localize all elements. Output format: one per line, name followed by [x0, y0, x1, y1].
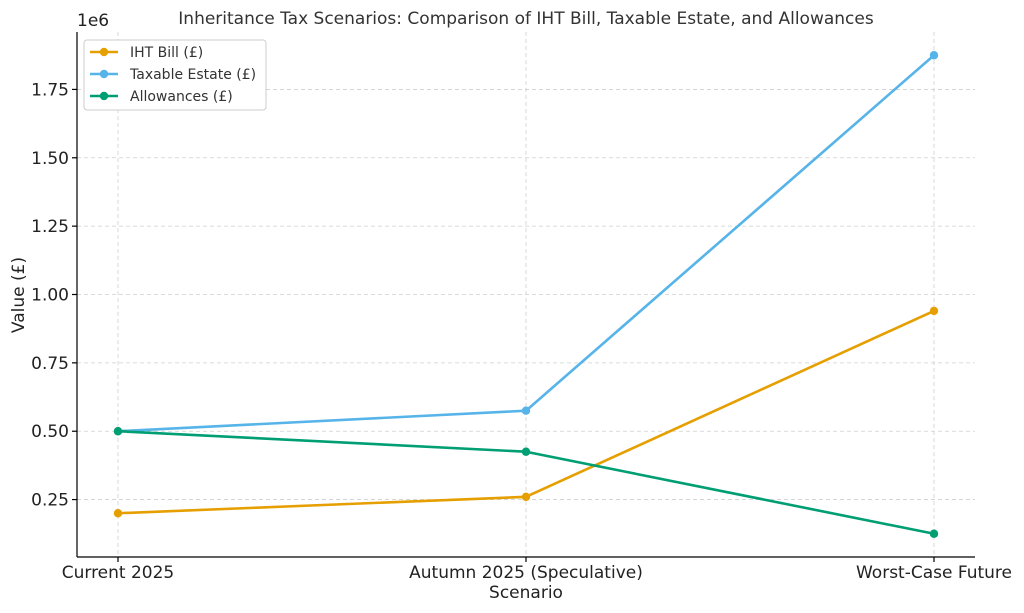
- data-point: [113, 427, 123, 436]
- y-tick-label: 1.50: [31, 149, 69, 169]
- data-point: [521, 492, 531, 502]
- chart-title: Inheritance Tax Scenarios: Comparison of…: [178, 9, 874, 29]
- legend-label: IHT Bill (£): [130, 45, 203, 61]
- legend-label: Allowances (£): [130, 89, 233, 105]
- x-axis-title: Scenario: [489, 583, 563, 603]
- data-point: [113, 509, 123, 518]
- y-axis-ticks: 0.25 0.50 0.75 1.00 1.25 1.50 1.75: [31, 80, 77, 511]
- series-group: [113, 306, 939, 518]
- series-layer: [113, 51, 939, 538]
- y-tick-label: 0.50: [31, 422, 69, 442]
- legend-swatch-marker: [99, 69, 109, 79]
- y-axis-title: Value (£): [9, 257, 29, 333]
- legend: IHT Bill (£) Taxable Estate (£) Allowances…: [83, 39, 267, 111]
- y-tick-label: 0.75: [31, 354, 69, 374]
- grid: [77, 32, 975, 557]
- data-point: [929, 529, 939, 538]
- x-axis-ticks: Current 2025 Autumn 2025 (Speculative) Wor…: [62, 557, 1012, 583]
- data-point: [521, 447, 531, 456]
- y-tick-label: 1.75: [31, 80, 69, 100]
- x-tick-label: Autumn 2025 (Speculative): [409, 563, 643, 583]
- legend-label: Taxable Estate (£): [129, 67, 256, 83]
- y-axis-offset-label: 1e6: [77, 11, 109, 31]
- y-tick-label: 0.25: [31, 491, 69, 511]
- data-point: [521, 406, 531, 415]
- legend-swatch-marker: [99, 91, 109, 101]
- data-point: [929, 306, 939, 316]
- series-group: [113, 427, 939, 538]
- y-tick-label: 1.25: [31, 217, 69, 237]
- x-tick-label: Current 2025: [62, 563, 175, 583]
- y-tick-label: 1.00: [31, 286, 69, 306]
- data-point: [929, 51, 939, 60]
- legend-box: [83, 39, 267, 111]
- x-tick-label: Worst-Case Future: [856, 563, 1012, 583]
- legend-swatch-marker: [99, 47, 109, 57]
